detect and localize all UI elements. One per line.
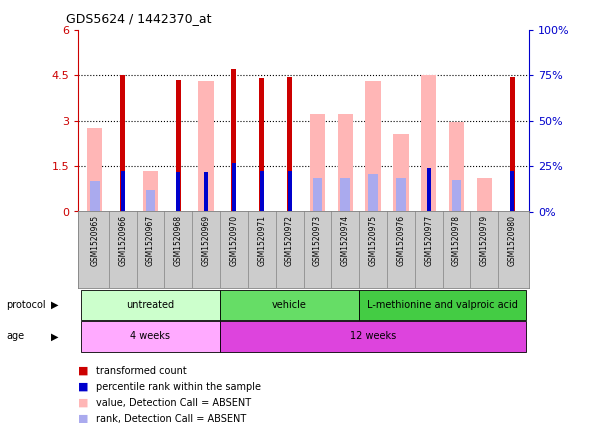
Text: GSM1520970: GSM1520970 — [230, 215, 239, 266]
Text: age: age — [6, 331, 24, 341]
Text: GSM1520979: GSM1520979 — [480, 215, 489, 266]
Bar — [90, 181, 100, 212]
Text: ■: ■ — [78, 414, 88, 423]
Bar — [288, 170, 291, 212]
Bar — [231, 69, 236, 212]
Text: transformed count: transformed count — [96, 365, 187, 376]
Bar — [313, 178, 322, 212]
Bar — [287, 77, 292, 212]
Text: vehicle: vehicle — [272, 300, 307, 310]
Text: GSM1520980: GSM1520980 — [508, 215, 517, 266]
Text: GSM1520965: GSM1520965 — [90, 215, 99, 266]
Bar — [232, 163, 236, 212]
Text: GSM1520973: GSM1520973 — [313, 215, 322, 266]
Text: GSM1520976: GSM1520976 — [397, 215, 406, 266]
Bar — [204, 172, 208, 212]
Text: ■: ■ — [78, 398, 88, 408]
Bar — [145, 190, 155, 212]
Bar — [427, 168, 431, 212]
Text: GSM1520966: GSM1520966 — [118, 215, 127, 266]
Text: GDS5624 / 1442370_at: GDS5624 / 1442370_at — [66, 12, 212, 25]
Text: GSM1520971: GSM1520971 — [257, 215, 266, 266]
Text: GSM1520967: GSM1520967 — [146, 215, 155, 266]
Text: ▶: ▶ — [51, 300, 58, 310]
Bar — [260, 170, 264, 212]
Text: L-methionine and valproic acid: L-methionine and valproic acid — [367, 300, 518, 310]
Bar — [452, 180, 462, 212]
Text: ▶: ▶ — [51, 331, 58, 341]
Text: rank, Detection Call = ABSENT: rank, Detection Call = ABSENT — [96, 414, 246, 423]
Bar — [310, 115, 325, 212]
Text: percentile rank within the sample: percentile rank within the sample — [96, 382, 261, 392]
Bar — [340, 178, 350, 212]
Bar — [143, 170, 158, 212]
Bar — [121, 170, 124, 212]
Bar — [176, 172, 180, 212]
Bar — [421, 75, 436, 212]
Bar — [393, 134, 409, 212]
Text: value, Detection Call = ABSENT: value, Detection Call = ABSENT — [96, 398, 251, 408]
Text: ■: ■ — [78, 365, 88, 376]
Text: protocol: protocol — [6, 300, 46, 310]
Text: untreated: untreated — [126, 300, 174, 310]
Bar — [365, 81, 380, 212]
Text: GSM1520972: GSM1520972 — [285, 215, 294, 266]
Bar — [198, 81, 214, 212]
Bar — [259, 78, 264, 212]
Bar — [449, 122, 464, 212]
Bar — [368, 173, 378, 212]
Bar — [396, 178, 406, 212]
Text: ■: ■ — [78, 382, 88, 392]
Bar — [510, 77, 514, 212]
Bar — [338, 115, 353, 212]
Text: 4 weeks: 4 weeks — [130, 331, 171, 341]
Bar — [120, 75, 125, 212]
Text: GSM1520969: GSM1520969 — [201, 215, 210, 266]
Bar — [477, 178, 492, 212]
Text: GSM1520974: GSM1520974 — [341, 215, 350, 266]
Text: GSM1520975: GSM1520975 — [368, 215, 377, 266]
Bar — [87, 128, 103, 212]
Text: 12 weeks: 12 weeks — [350, 331, 396, 341]
Text: GSM1520968: GSM1520968 — [174, 215, 183, 266]
Text: GSM1520977: GSM1520977 — [424, 215, 433, 266]
Text: GSM1520978: GSM1520978 — [452, 215, 461, 266]
Bar — [176, 80, 181, 212]
Bar — [510, 170, 514, 212]
